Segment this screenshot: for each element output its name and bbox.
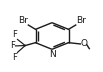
Text: F: F — [12, 53, 17, 62]
Text: Br: Br — [76, 16, 86, 25]
Text: Br: Br — [18, 16, 28, 25]
Text: O: O — [81, 39, 88, 48]
Text: N: N — [49, 50, 55, 59]
Text: F: F — [12, 30, 17, 39]
Text: F: F — [10, 41, 15, 50]
